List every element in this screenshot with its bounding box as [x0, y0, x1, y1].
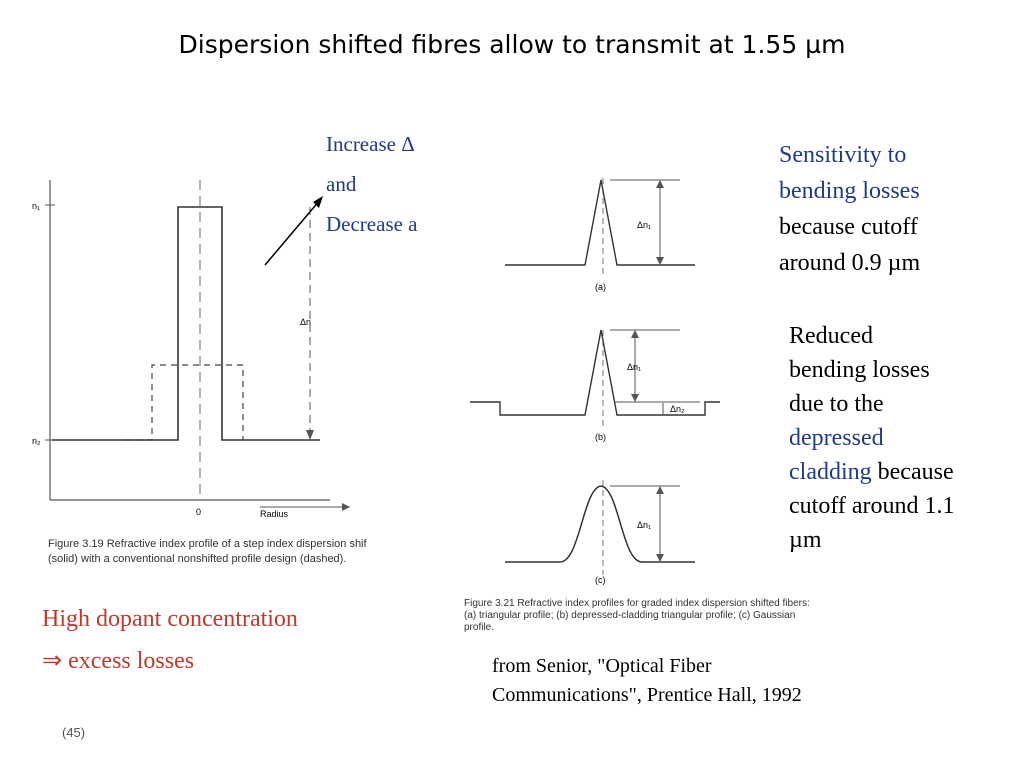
reduced-line1: Reduced — [789, 323, 873, 349]
caption-321-line1: Figure 3.21 Refractive index profiles fo… — [464, 598, 810, 609]
sensitivity-line4: around 0.9 µm — [779, 250, 921, 276]
zero-label: 0 — [196, 507, 201, 517]
dn1-c-label: Δn₁ — [637, 520, 651, 530]
dn1-a-label: Δn₁ — [637, 220, 651, 230]
delta-n-label: Δn — [300, 317, 311, 327]
reduced-line5: cladding because — [789, 455, 955, 489]
high-dopant-line1: High dopant concentration — [42, 606, 298, 632]
slide-title: Dispersion shifted fibres allow to trans… — [178, 30, 846, 59]
reduced-line2: bending losses — [789, 357, 930, 383]
reduced-line6: cutoff around 1.1 — [789, 493, 955, 519]
reduced-line5-rest: because — [871, 459, 954, 485]
reduced-line5-blue: cladding — [789, 459, 872, 485]
dn1-b-label: Δn₁ — [627, 362, 641, 372]
sensitivity-line1: Sensitivity to — [779, 142, 907, 168]
page-number: (45) — [62, 725, 86, 740]
caption-319-line2: (solid) with a conventional nonshifted p… — [48, 553, 347, 565]
increase-line2: and — [326, 172, 357, 196]
profile-a-triangular: Δn₁ (a) — [505, 178, 695, 292]
annotation-arrow — [264, 196, 323, 266]
sensitivity-line2: bending losses — [779, 178, 920, 204]
caption-321-line2: (a) triangular profile; (b) depressed-cl… — [464, 610, 796, 621]
increase-line1: Increase Δ — [326, 132, 415, 156]
high-dopant-note: High dopant concentration ⇒ excess losse… — [42, 598, 298, 682]
label-c: (c) — [595, 575, 606, 585]
reduced-line3: due to the — [789, 391, 884, 417]
sensitivity-line3: because cutoff — [779, 214, 918, 240]
label-b: (b) — [595, 432, 606, 442]
label-a: (a) — [595, 282, 606, 292]
figure-321-caption: Figure 3.21 Refractive index profiles fo… — [464, 598, 914, 634]
caption-321-line3: profile. — [464, 622, 495, 633]
source-line2: Communications", Prentice Hall, 1992 — [492, 684, 802, 706]
reduced-bending-note: Reduced bending losses due to the depres… — [789, 319, 955, 557]
sensitivity-note: Sensitivity to bending losses because cu… — [779, 137, 920, 281]
profile-c-gaussian: Δn₁ (c) — [505, 480, 695, 585]
caption-319-line1: Figure 3.19 Refractive index profile of … — [48, 538, 367, 550]
dn2-b-label: Δn₂ — [670, 404, 685, 414]
step-index-profile-figure: n₁ n₂ Δn 0 Radius — [32, 180, 350, 519]
increase-line3: Decrease a — [326, 212, 418, 236]
source-line1: from Senior, "Optical Fiber — [492, 655, 712, 677]
increase-delta-annotation: Increase Δ and Decrease a — [326, 124, 418, 244]
figure-319-caption: Figure 3.19 Refractive index profile of … — [48, 537, 428, 567]
high-dopant-line2: ⇒ excess losses — [42, 648, 195, 674]
nonshifted-profile-dashed — [125, 364, 244, 441]
n2-label: n₂ — [32, 436, 41, 446]
reduced-line7: µm — [789, 527, 822, 553]
source-citation: from Senior, "Optical Fiber Communicatio… — [492, 652, 802, 710]
dispersion-shifted-profile-solid — [52, 206, 320, 441]
radius-label: Radius — [260, 509, 289, 519]
profile-b-depressed-cladding: Δn₁ Δn₂ (b) — [470, 329, 720, 442]
reduced-line4: depressed — [789, 425, 884, 451]
n1-label: n₁ — [32, 201, 40, 211]
graded-index-profiles-figure: Δn₁ (a) Δn₁ Δn₂ (b) Δn₁ (c) — [470, 178, 720, 585]
